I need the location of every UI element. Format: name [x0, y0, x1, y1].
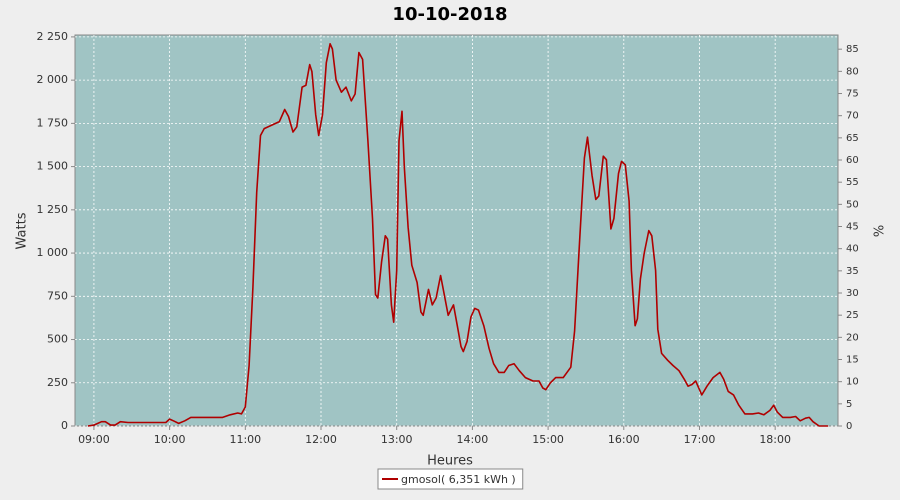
y-tick-label: 1 000 [37, 246, 69, 259]
x-tick-label: 14:00 [457, 433, 489, 446]
y2-tick-label: 0 [846, 421, 852, 432]
y-tick-label: 250 [47, 376, 68, 389]
legend-box [377, 468, 524, 490]
chart-title: 10-10-2018 [392, 4, 507, 25]
legend-label: gmosol( 6,351 kWh ) [401, 473, 516, 486]
y2-tick-label: 65 [846, 133, 859, 144]
y2-tick-label: 30 [846, 288, 859, 299]
y-axis-title: Watts [15, 212, 30, 249]
y2-tick-label: 80 [846, 66, 859, 77]
y2-tick-label: 60 [846, 155, 859, 166]
y-tick-label: 1 250 [37, 203, 69, 216]
x-tick-label: 10:00 [154, 433, 186, 446]
y2-tick-label: 5 [846, 399, 852, 410]
y2-tick-label: 10 [846, 377, 859, 388]
y2-axis-title: % [873, 225, 888, 237]
y2-tick-label: 75 [846, 89, 859, 100]
y2-tick-label: 15 [846, 355, 859, 366]
plot-area [74, 34, 839, 427]
y-tick-label: 1 750 [37, 116, 69, 129]
x-tick-label: 16:00 [608, 433, 640, 446]
y-tick-label: 500 [47, 333, 68, 346]
x-tick-label: 17:00 [684, 433, 716, 446]
y2-tick-label: 40 [846, 244, 859, 255]
y2-tick-label: 50 [846, 199, 859, 210]
x-tick-label: 18:00 [759, 433, 791, 446]
y2-tick-label: 45 [846, 222, 859, 233]
y-tick-label: 750 [47, 289, 68, 302]
x-tick-label: 13:00 [381, 433, 413, 446]
y2-tick-label: 70 [846, 111, 859, 122]
y2-tick-label: 85 [846, 44, 859, 55]
x-tick-label: 11:00 [229, 433, 261, 446]
line-series [87, 43, 829, 427]
y2-tick-label: 55 [846, 177, 859, 188]
x-tick-label: 09:00 [78, 433, 110, 446]
x-tick-label: 15:00 [532, 433, 564, 446]
y2-tick-label: 35 [846, 266, 859, 277]
x-tick-label: 12:00 [305, 433, 337, 446]
y2-tick-label: 20 [846, 332, 859, 343]
y-tick-label: 2 000 [37, 73, 69, 86]
y2-tick-label: 25 [846, 310, 859, 321]
y-tick-label: 0 [61, 419, 68, 432]
y-tick-label: 2 250 [37, 30, 69, 43]
y-tick-label: 1 500 [37, 160, 69, 173]
x-axis-title: Heures [427, 454, 473, 469]
